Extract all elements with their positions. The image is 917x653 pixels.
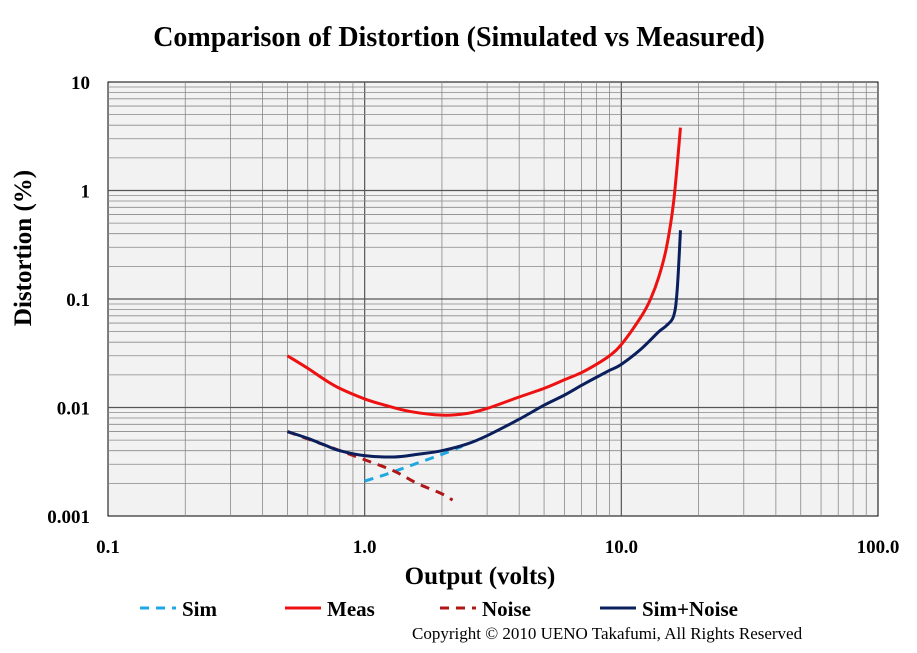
legend-label-sim-noise: Sim+Noise — [642, 597, 738, 621]
y-tick-label: 0.001 — [47, 507, 90, 528]
legend-label-sim: Sim — [182, 597, 218, 621]
y-tick-label: 10 — [71, 73, 90, 94]
y-tick-label: 1 — [81, 182, 91, 203]
y-tick-label: 0.1 — [66, 290, 90, 311]
series-line-meas — [286, 127, 682, 417]
copyright-notice: Copyright © 2010 UENO Takafumi, All Righ… — [412, 624, 803, 643]
y-tick-label: 0.01 — [57, 399, 90, 420]
x-tick-label: 0.1 — [96, 537, 120, 558]
chart-title: Comparison of Distortion (Simulated vs M… — [153, 22, 765, 53]
legend-label-meas: Meas — [327, 597, 375, 621]
y-axis-label: Distortion (%) — [10, 170, 37, 326]
series-line-sim-noise — [286, 230, 682, 459]
x-tick-label: 10.0 — [605, 537, 638, 558]
legend: Sim Meas Noise Sim+Noise — [140, 597, 738, 621]
legend-label-noise: Noise — [482, 597, 531, 621]
series-lines — [286, 127, 682, 502]
x-axis-label: Output (volts) — [405, 563, 556, 590]
x-tick-label: 100.0 — [857, 537, 900, 558]
y-tick-labels: 0.001 0.01 0.1 1 10 — [47, 73, 90, 528]
x-tick-labels: 0.1 1.0 10.0 100.0 — [96, 537, 899, 558]
x-tick-label: 1.0 — [353, 537, 377, 558]
